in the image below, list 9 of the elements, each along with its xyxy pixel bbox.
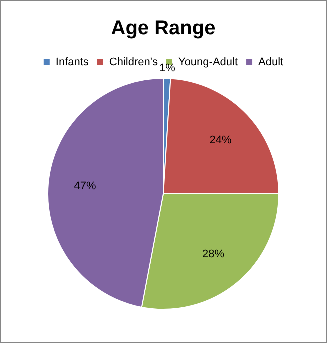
data-label: 47%: [74, 180, 97, 193]
data-label: 1%: [159, 62, 176, 75]
legend-label: Young-Adult: [178, 56, 238, 69]
data-label: 24%: [210, 134, 232, 146]
legend-label: Children's: [109, 56, 158, 69]
chart-title: Age Range: [111, 18, 216, 40]
legend-label: Infants: [56, 56, 90, 69]
data-label: 28%: [202, 248, 225, 261]
legend-label: Adult: [258, 56, 284, 69]
